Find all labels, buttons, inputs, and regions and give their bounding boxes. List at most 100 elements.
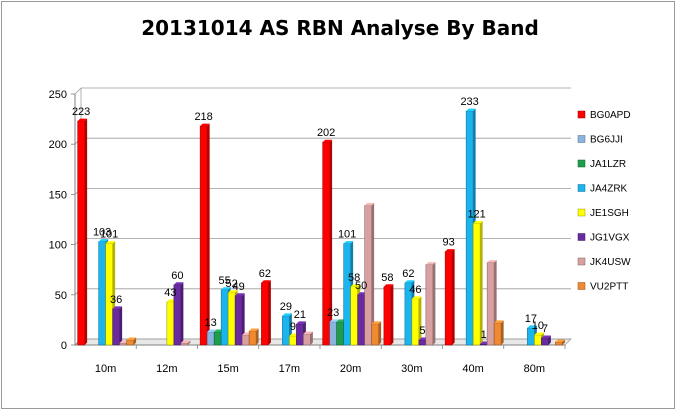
bar-front bbox=[493, 322, 502, 346]
legend-label: BG6JJI bbox=[590, 135, 623, 146]
bar-top bbox=[126, 337, 137, 340]
bar-top bbox=[207, 329, 217, 332]
data-label: 13 bbox=[205, 317, 217, 329]
bar-front bbox=[206, 331, 215, 346]
bar bbox=[322, 139, 333, 346]
bar bbox=[112, 306, 123, 346]
bar-top bbox=[555, 339, 565, 342]
legend-item: VU2PTT bbox=[577, 282, 628, 293]
x-tick-label: 15m bbox=[217, 363, 238, 375]
bar-front bbox=[220, 289, 229, 346]
bar-front bbox=[357, 294, 365, 346]
y-tick-label: 200 bbox=[49, 139, 67, 151]
bar-front bbox=[248, 330, 257, 346]
x-tick-label: 17m bbox=[279, 363, 300, 375]
bar-front bbox=[213, 331, 222, 346]
y-tick-label: 250 bbox=[49, 89, 67, 101]
bar-side bbox=[501, 320, 504, 345]
bar bbox=[364, 202, 375, 346]
data-label: 9 bbox=[290, 321, 296, 333]
bar bbox=[126, 337, 137, 346]
bar-top bbox=[112, 306, 123, 309]
bar-front bbox=[534, 334, 542, 346]
bar-top bbox=[303, 331, 313, 334]
bar-top bbox=[98, 239, 109, 242]
bar-front bbox=[180, 342, 189, 346]
bar-side bbox=[242, 293, 245, 345]
data-label: 93 bbox=[443, 237, 455, 249]
bar-front bbox=[241, 334, 250, 346]
legend-swatch bbox=[577, 159, 586, 168]
bar-front bbox=[119, 342, 127, 346]
bar-top bbox=[105, 241, 116, 244]
data-label: 103 bbox=[93, 227, 111, 239]
bar bbox=[180, 340, 191, 346]
bar-front bbox=[541, 337, 549, 346]
bar bbox=[472, 221, 483, 346]
data-label: 17 bbox=[525, 313, 537, 325]
bar-side bbox=[180, 282, 184, 345]
bar-top bbox=[466, 108, 476, 112]
x-tick-label: 30m bbox=[401, 363, 422, 375]
bar-top bbox=[180, 340, 191, 343]
legend-swatch bbox=[577, 257, 586, 266]
bar-side bbox=[390, 284, 394, 345]
bar-top bbox=[322, 139, 333, 143]
bar bbox=[261, 280, 271, 346]
bar-side bbox=[452, 249, 455, 345]
x-tick-label: 80m bbox=[524, 363, 545, 375]
bar-front bbox=[479, 343, 488, 346]
bar-front bbox=[486, 262, 495, 346]
bar-front bbox=[329, 321, 337, 346]
data-label: 62 bbox=[402, 268, 414, 280]
bar-top bbox=[282, 313, 292, 316]
bar bbox=[541, 335, 551, 346]
legend-swatch bbox=[577, 233, 586, 241]
data-label: 121 bbox=[467, 209, 485, 221]
legend-item: BG0APD bbox=[577, 110, 631, 121]
data-label: 218 bbox=[194, 111, 212, 123]
bar-side bbox=[207, 123, 210, 346]
bar-top bbox=[534, 332, 544, 335]
bar-front bbox=[418, 339, 427, 346]
legend-item: JG1VGX bbox=[577, 233, 630, 244]
bar-side bbox=[268, 280, 271, 345]
data-label: 43 bbox=[164, 287, 176, 299]
bar-front bbox=[364, 205, 372, 346]
bar bbox=[303, 331, 313, 346]
bar-front bbox=[555, 341, 563, 346]
bar-front bbox=[411, 298, 420, 346]
data-label: 60 bbox=[171, 270, 183, 282]
bar bbox=[425, 262, 436, 346]
bar-front bbox=[282, 315, 290, 346]
bar bbox=[234, 293, 245, 346]
data-label: 7 bbox=[542, 323, 548, 335]
legend-label: VU2PTT bbox=[590, 282, 628, 293]
bar-top bbox=[364, 202, 375, 206]
bar-front bbox=[343, 243, 351, 346]
x-axis: 10m 12m 15m 17m 20m 30m 40m 80m bbox=[75, 344, 566, 375]
bar-front bbox=[261, 282, 269, 346]
bar-top bbox=[173, 282, 184, 285]
bar-side bbox=[256, 328, 259, 345]
y-axis: 0 50 100 150 200 250 bbox=[49, 89, 76, 352]
legend-item: JE1SGH bbox=[577, 208, 629, 219]
bar-top bbox=[228, 290, 238, 293]
data-label: 58 bbox=[381, 272, 393, 284]
bar bbox=[444, 249, 455, 346]
data-label: 202 bbox=[317, 127, 335, 139]
bar bbox=[248, 328, 259, 346]
bar-front bbox=[336, 321, 344, 346]
legend-swatch bbox=[577, 135, 586, 143]
bar-top bbox=[350, 284, 361, 287]
bar-front bbox=[444, 251, 453, 346]
data-label: 29 bbox=[280, 301, 292, 313]
data-label: 50 bbox=[355, 280, 367, 292]
bar-top bbox=[411, 296, 422, 299]
bar-top bbox=[445, 249, 455, 252]
data-label: 223 bbox=[72, 106, 90, 118]
bar-front bbox=[112, 308, 120, 346]
bar-top bbox=[221, 287, 231, 290]
data-label: 46 bbox=[409, 284, 421, 296]
bar bbox=[199, 123, 210, 346]
